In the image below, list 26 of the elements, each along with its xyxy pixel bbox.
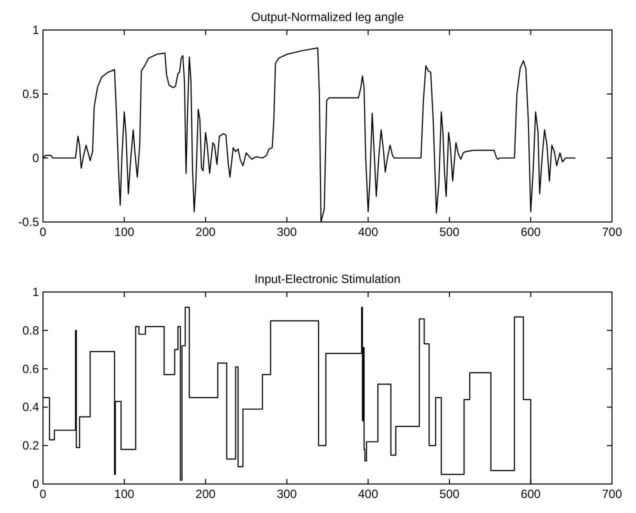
x-tick-label: 200 — [196, 487, 216, 501]
y-tick-label: 0 — [32, 151, 40, 165]
chart-title: Input-Electronic Stimulation — [254, 272, 401, 286]
chart-title: Output-Normalized leg angle — [251, 10, 404, 24]
y-tick-label: 0.2 — [22, 438, 40, 453]
x-tick-label: 300 — [276, 225, 298, 239]
x-tick-label: 500 — [439, 487, 460, 501]
x-tick-label: 400 — [358, 487, 378, 501]
y-tick-label: 0.8 — [22, 323, 40, 338]
x-tick-label: 700 — [602, 225, 622, 239]
x-tick-label: 700 — [602, 487, 622, 501]
x-tick-label: 100 — [114, 487, 135, 501]
y-tick-label: 0.5 — [22, 87, 40, 101]
x-tick-label: 200 — [196, 225, 216, 239]
y-tick-label: 1 — [32, 23, 40, 37]
y-tick-label: 0.6 — [22, 362, 40, 376]
y-tick-label: -0.5 — [18, 215, 40, 229]
x-tick-label: 600 — [520, 225, 542, 239]
x-tick-label: 300 — [276, 487, 298, 501]
x-tick-label: 400 — [358, 225, 378, 239]
y-tick-label: 0.4 — [22, 400, 40, 414]
y-tick-label: 1 — [32, 285, 40, 299]
x-tick-label: 600 — [520, 487, 542, 501]
y-tick-label: 0 — [32, 477, 40, 491]
x-tick-label: 500 — [439, 225, 460, 239]
x-tick-label: 100 — [114, 225, 135, 239]
